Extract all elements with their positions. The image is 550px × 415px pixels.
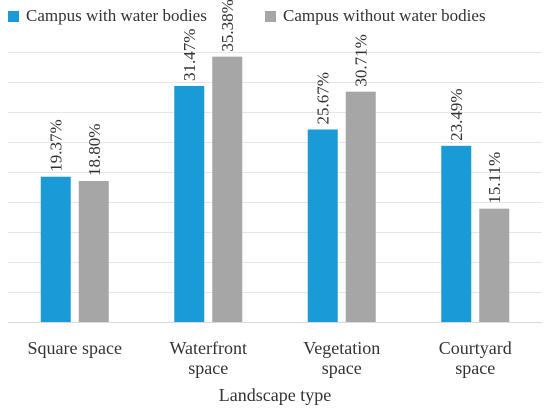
legend: Campus with water bodies Campus without … (0, 6, 550, 28)
category-label: space (188, 358, 228, 378)
category-label: Waterfront (169, 338, 247, 358)
legend-swatch-without-water (265, 10, 276, 22)
data-label: 31.47% (180, 29, 199, 81)
bar-without-water (212, 56, 243, 323)
bar-with-water (441, 145, 472, 322)
legend-label-with-water: Campus with water bodies (26, 6, 207, 25)
data-label: 19.37% (47, 119, 66, 171)
data-label: 30.71% (352, 34, 371, 86)
legend-swatch-with-water (8, 10, 19, 22)
bar-with-water (174, 85, 205, 322)
bars (40, 56, 510, 323)
bar-with-water (307, 129, 338, 322)
category-labels: Square space WaterfrontspaceVegetationspa… (28, 338, 512, 378)
category-label: Courtyard (439, 338, 512, 358)
data-label: 18.80% (85, 124, 104, 176)
category-label: space (322, 358, 362, 378)
legend-item-without-water: Campus without water bodies (265, 6, 486, 26)
data-label: 15.11% (485, 152, 504, 204)
bar-without-water (78, 181, 109, 322)
category-label: Square space (28, 338, 122, 358)
category-label: Vegetation (303, 338, 380, 358)
bar-without-water (479, 208, 510, 322)
category-label: space (455, 358, 495, 378)
data-label: 25.67% (314, 72, 333, 124)
bar-without-water (345, 91, 376, 322)
x-axis-title: Landscape type (219, 385, 331, 405)
bar-with-water (40, 176, 71, 322)
data-label: 23.49% (447, 88, 466, 140)
legend-label-without-water: Campus without water bodies (283, 6, 486, 25)
data-labels: 19.37% 18.80% 31.47% 35.38% 25.67% 30.71% 23.4… (47, 0, 505, 204)
data-label: 35.38% (218, 0, 237, 52)
legend-item-with-water: Campus with water bodies (8, 6, 207, 26)
